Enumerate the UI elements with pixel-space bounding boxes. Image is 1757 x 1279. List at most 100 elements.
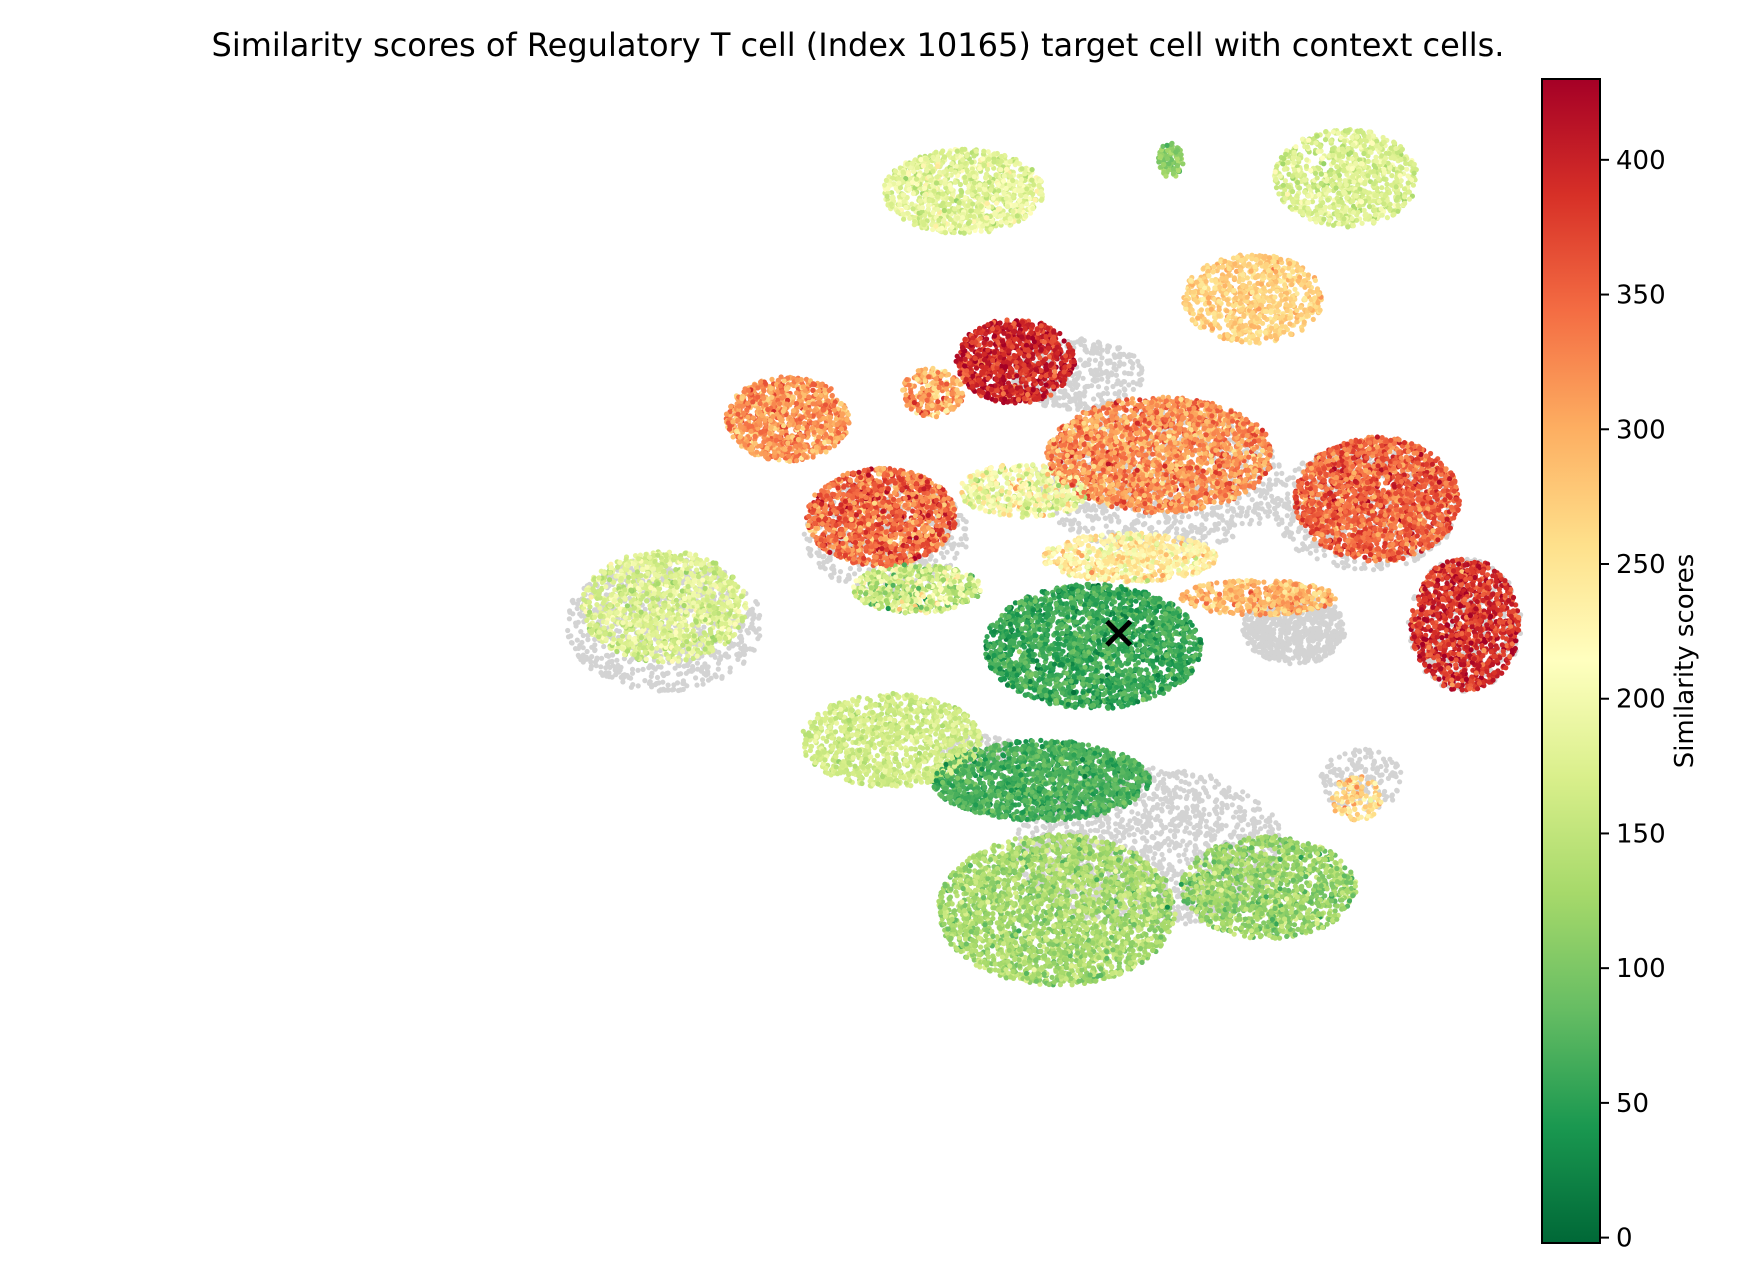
background-cell-point <box>1314 548 1319 553</box>
background-cell-point <box>1104 508 1109 513</box>
background-cell-point <box>649 683 654 688</box>
background-cell-point <box>1208 832 1213 837</box>
background-cell-point <box>1150 834 1155 839</box>
background-cell-point <box>576 620 581 625</box>
background-cell-point <box>1332 629 1337 634</box>
background-cell-point <box>1141 851 1146 856</box>
background-cell-point <box>1174 880 1179 885</box>
background-cell-point <box>1194 511 1199 516</box>
background-cell-point <box>1255 820 1260 825</box>
background-cell-point <box>1076 521 1081 526</box>
background-cell-point <box>1283 483 1288 488</box>
background-cell-point <box>1184 805 1189 810</box>
background-cell-point <box>1272 506 1277 511</box>
background-cell-point <box>1264 655 1269 660</box>
background-cell-point <box>1167 842 1172 847</box>
background-cell-point <box>1184 796 1189 801</box>
background-cell-point <box>1204 790 1209 795</box>
background-cell-point <box>1266 504 1271 509</box>
background-cell-point <box>1282 618 1287 623</box>
chart-title: Similarity scores of Regulatory T cell (… <box>212 26 1505 64</box>
background-cell-point <box>1274 517 1279 522</box>
background-cell-point <box>1177 859 1182 864</box>
background-cell-point <box>1324 614 1329 619</box>
background-cell-point <box>1138 819 1143 824</box>
background-cell-point <box>1098 504 1103 509</box>
background-cell-point <box>1246 822 1251 827</box>
background-cell-point <box>1285 496 1290 501</box>
background-cell-point <box>802 532 807 537</box>
background-cell-point <box>1086 820 1091 825</box>
background-cell-point <box>690 664 695 669</box>
background-cell-point <box>1184 825 1189 830</box>
background-cell-point <box>1359 566 1364 571</box>
background-cell-point <box>945 550 950 555</box>
background-cell-point <box>1182 852 1187 857</box>
background-cell-point <box>1181 527 1186 532</box>
background-cell-point <box>1188 919 1193 924</box>
background-cell-point <box>1193 918 1198 923</box>
background-cell-point <box>1272 511 1277 516</box>
background-cell-point <box>589 664 594 669</box>
background-cell-point <box>1204 824 1209 829</box>
background-cell-point <box>1172 834 1177 839</box>
background-cell-point <box>1183 921 1188 926</box>
background-cell-point <box>1133 802 1138 807</box>
background-cell-point <box>1376 564 1381 569</box>
background-cell-point <box>1159 852 1164 857</box>
background-cell-point <box>1157 859 1162 864</box>
background-cell-point <box>1151 856 1156 861</box>
background-cell-point <box>755 636 760 641</box>
background-cell-point <box>1081 504 1086 509</box>
background-cell-point <box>1159 807 1164 812</box>
background-cell-point <box>569 640 574 645</box>
background-cell-point <box>1240 797 1245 802</box>
background-cell-point <box>575 638 580 643</box>
background-cell-point <box>1294 651 1299 656</box>
background-cell-point <box>1279 480 1284 485</box>
background-cell-point <box>1240 789 1245 794</box>
background-cell-point <box>1330 608 1335 613</box>
background-cell-point <box>1306 647 1311 652</box>
background-cell-point <box>1152 851 1157 856</box>
background-cell-point <box>1175 828 1180 833</box>
background-cell-point <box>1336 614 1341 619</box>
background-cell-point <box>1132 832 1137 837</box>
background-cell-point <box>684 663 689 668</box>
background-cell-point <box>568 633 573 638</box>
background-cell-point <box>1275 650 1280 655</box>
background-cell-point <box>567 616 572 621</box>
background-cell-point <box>648 663 653 668</box>
background-cell-point <box>1274 655 1279 660</box>
background-cell-point <box>1255 635 1260 640</box>
background-cell-point <box>1090 517 1095 522</box>
background-cell-point <box>573 646 578 651</box>
background-cell-point <box>630 682 635 687</box>
background-cell-point <box>933 558 938 563</box>
background-cell-point <box>750 617 755 622</box>
background-cell-point <box>1303 536 1308 541</box>
background-cell-point <box>1117 822 1122 827</box>
background-cell-point <box>1262 619 1267 624</box>
background-cell-point <box>617 629 622 634</box>
background-cell-point <box>727 669 732 674</box>
background-cell-point <box>741 659 746 664</box>
background-cell-point <box>1252 648 1257 653</box>
background-cell-point <box>630 671 635 676</box>
background-cell-point <box>601 644 606 649</box>
background-cell-point <box>1267 816 1272 821</box>
background-cell-point <box>1141 522 1146 527</box>
background-cell-point <box>1213 799 1218 804</box>
background-cell-point <box>1117 838 1122 843</box>
background-cell-point <box>1320 617 1325 622</box>
background-cell-point <box>1297 660 1302 665</box>
background-cell-point <box>1263 824 1268 829</box>
background-cell-point <box>1187 781 1192 786</box>
background-cell-point <box>1125 526 1130 531</box>
background-cell-point <box>1097 818 1102 823</box>
background-cell-point <box>1209 776 1214 781</box>
background-cell-point <box>1129 809 1134 814</box>
background-cell-point <box>1404 561 1409 566</box>
background-cell-point <box>567 608 572 613</box>
background-cell-point <box>1323 653 1328 658</box>
